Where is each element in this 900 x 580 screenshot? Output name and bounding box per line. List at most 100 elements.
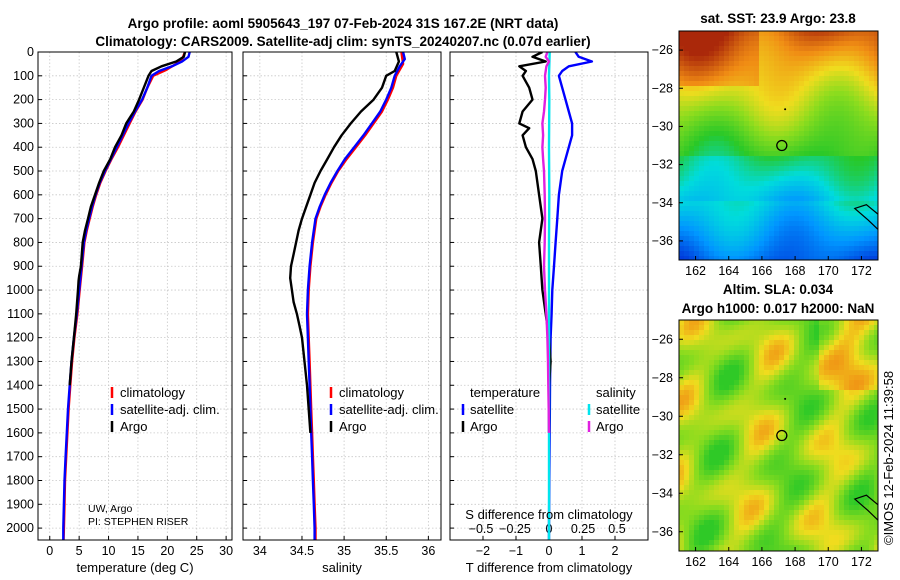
map-cell: [769, 66, 775, 72]
map-cell: [824, 385, 830, 391]
map-cell: [744, 196, 750, 202]
map-cell: [764, 425, 770, 431]
map-cell: [684, 500, 690, 506]
map-cell: [679, 430, 685, 436]
map-cell: [689, 395, 695, 401]
map-cell: [779, 455, 785, 461]
map-cell: [849, 475, 855, 481]
map-cell: [854, 330, 860, 336]
map-cell: [819, 126, 825, 132]
map-cell: [804, 116, 810, 122]
map-cell: [809, 171, 815, 177]
map-cell: [784, 335, 790, 341]
map-cell: [874, 86, 878, 92]
map-cell: [804, 241, 810, 247]
map-cell: [784, 390, 790, 396]
map-cell: [679, 251, 685, 257]
map-cell: [739, 495, 745, 501]
map-cell: [719, 495, 725, 501]
map-cell: [769, 395, 775, 401]
map-cell: [779, 425, 785, 431]
map-cell: [774, 161, 780, 167]
map-cell: [689, 460, 695, 466]
map-cell: [809, 31, 815, 37]
map-cell: [719, 445, 725, 451]
map-cell: [874, 111, 878, 117]
map-cell: [699, 515, 705, 521]
map-cell: [714, 355, 720, 361]
series-s-argo: [541, 52, 551, 433]
map-cell: [679, 101, 685, 107]
map-cell: [679, 385, 685, 391]
map-cell: [744, 380, 750, 386]
map-cell: [854, 131, 860, 137]
map-cell: [819, 56, 825, 62]
map-cell: [789, 395, 795, 401]
map-cell: [789, 166, 795, 172]
map-cell: [684, 475, 690, 481]
map-cell: [699, 111, 705, 117]
map-cell: [844, 31, 850, 37]
map-cell: [804, 156, 810, 162]
map-cell: [714, 151, 720, 157]
map-cell: [849, 440, 855, 446]
map-cell: [779, 385, 785, 391]
map-cell: [829, 91, 835, 97]
map-cell: [709, 350, 715, 356]
map-cell: [774, 86, 780, 92]
map-cell: [804, 221, 810, 227]
map-cell: [679, 171, 685, 177]
map-cell: [874, 370, 878, 376]
map-cell: [774, 455, 780, 461]
map-cell: [704, 136, 710, 142]
map-cell: [799, 31, 805, 37]
map-cell: [789, 530, 795, 536]
map-cell: [729, 66, 735, 72]
map-cell: [844, 495, 850, 501]
map-cell: [809, 121, 815, 127]
map-cell: [829, 126, 835, 132]
map-cell: [859, 355, 865, 361]
sst-map-axes: 162 164 166 168 170 172−26−28−30−32−34−36: [652, 30, 879, 278]
map-cell: [859, 515, 865, 521]
map-cell: [709, 171, 715, 177]
map-cell: [749, 161, 755, 167]
map-cell: [784, 510, 790, 516]
map-cell: [769, 186, 775, 192]
map-cell: [749, 56, 755, 62]
map-cell: [829, 161, 835, 167]
map-cell: [809, 330, 815, 336]
y-tick-label: 1700: [6, 450, 34, 464]
map-cell: [689, 500, 695, 506]
map-cell: [839, 360, 845, 366]
map-cell: [759, 490, 765, 496]
map-cell: [774, 480, 780, 486]
map-cell: [704, 71, 710, 77]
map-cell: [799, 226, 805, 232]
map-cell: [839, 161, 845, 167]
map-cell: [709, 485, 715, 491]
map-cell: [804, 236, 810, 242]
map-cell: [784, 36, 790, 42]
map-cell: [819, 231, 825, 237]
map-x-tick-label: 170: [818, 555, 839, 569]
map-cell: [754, 166, 760, 172]
map-cell: [789, 66, 795, 72]
map-cell: [699, 156, 705, 162]
map-cell: [759, 500, 765, 506]
map-cell: [804, 256, 810, 260]
map-cell: [724, 385, 730, 391]
map-cell: [704, 330, 710, 336]
map-cell: [829, 430, 835, 436]
map-cell: [704, 430, 710, 436]
map-cell: [829, 535, 835, 541]
map-cell: [789, 445, 795, 451]
map-cell: [714, 106, 720, 112]
map-cell: [814, 470, 820, 476]
map-cell: [684, 136, 690, 142]
map-cell: [709, 61, 715, 67]
map-cell: [779, 71, 785, 77]
map-cell: [724, 131, 730, 137]
map-cell: [679, 420, 685, 426]
